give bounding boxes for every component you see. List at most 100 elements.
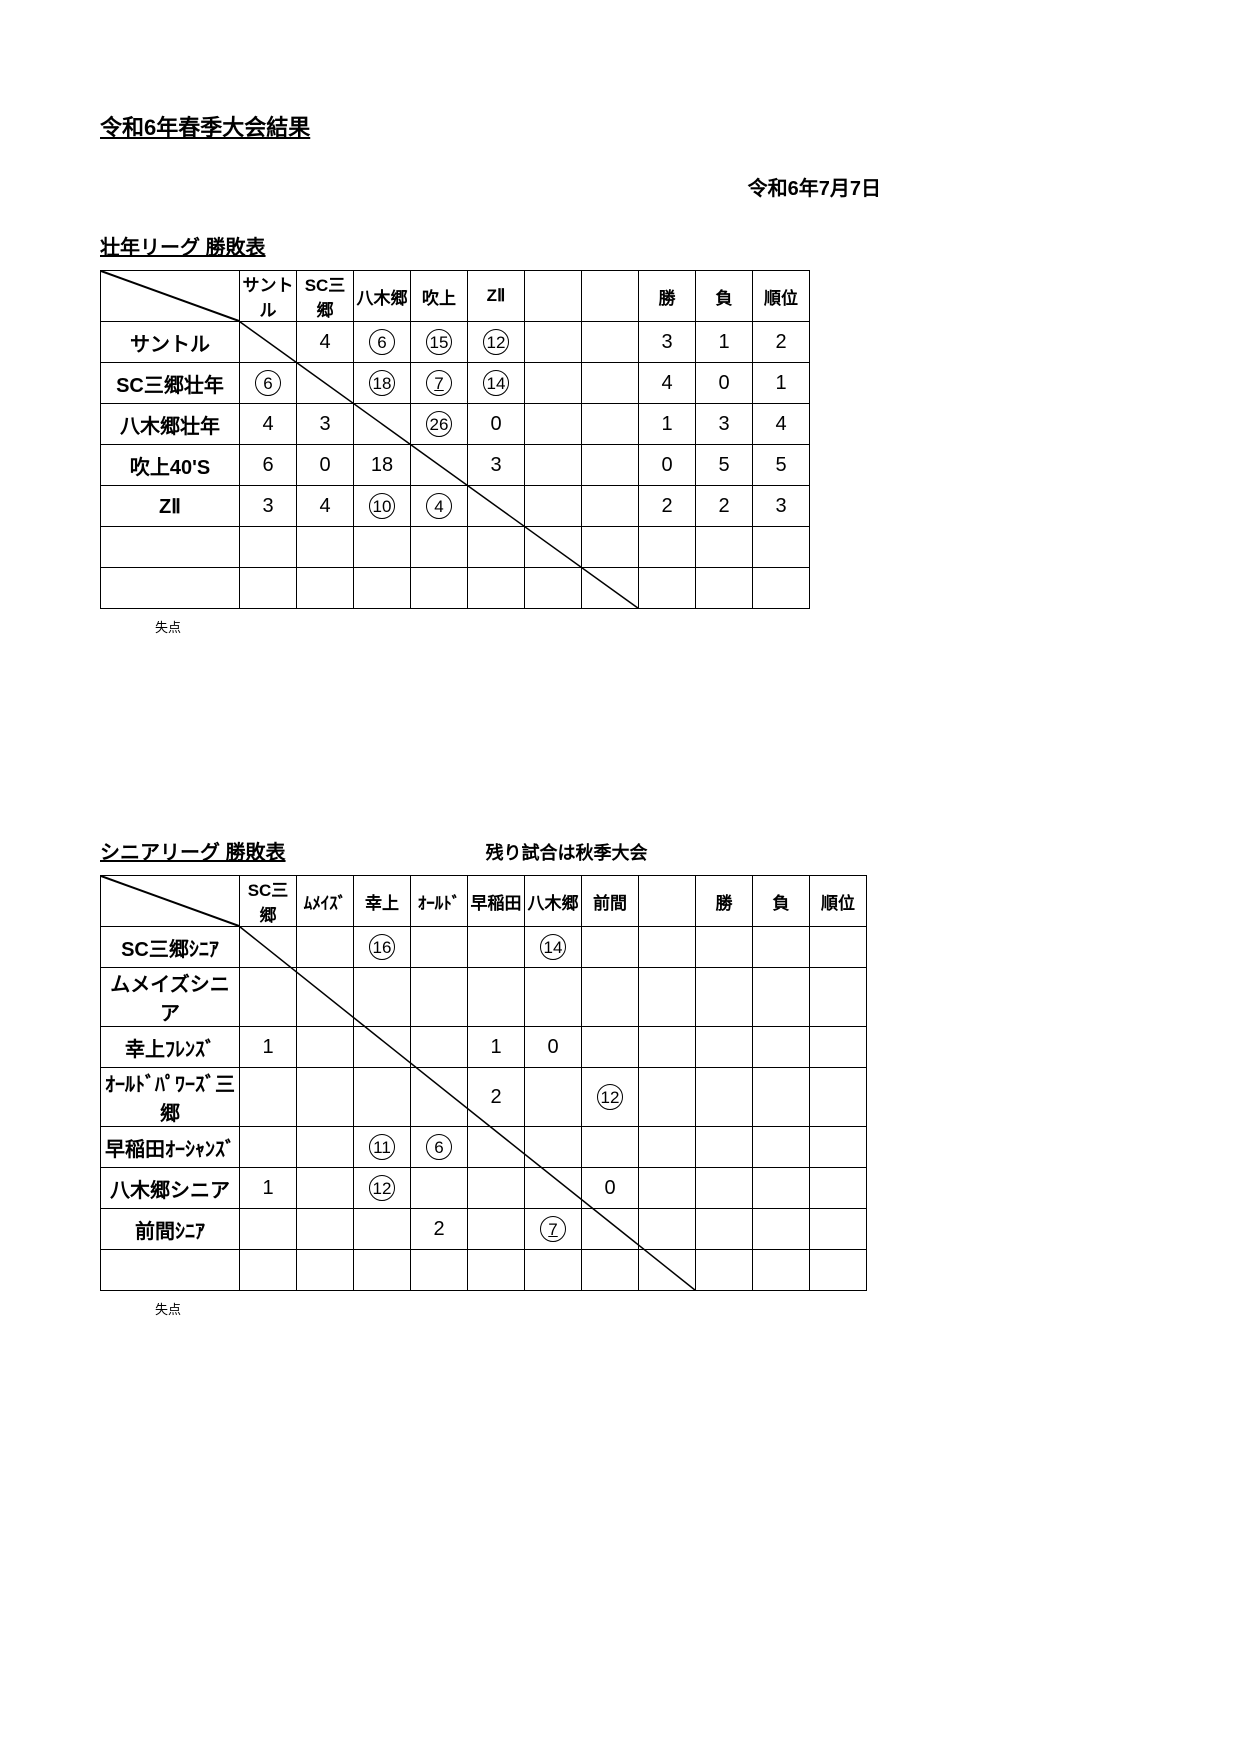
table1-cell-4-0: 3 bbox=[240, 486, 297, 527]
table2-cell-4-0 bbox=[240, 1127, 297, 1168]
table2-stat-4-1 bbox=[753, 1127, 810, 1168]
table2-cell-1-6 bbox=[582, 968, 639, 1027]
table2-stat-7-0 bbox=[696, 1250, 753, 1291]
table2-stathead-2: 順位 bbox=[810, 876, 867, 927]
table1-cell-4-2: 10 bbox=[354, 486, 411, 527]
table1-cell-3-0: 6 bbox=[240, 445, 297, 486]
table2-cell-0-4 bbox=[468, 927, 525, 968]
table2-cell-2-3 bbox=[411, 1027, 468, 1068]
table2-cell-7-4 bbox=[468, 1250, 525, 1291]
table1-corner bbox=[101, 271, 240, 322]
table1-cell-2-3: 26 bbox=[411, 404, 468, 445]
table1-colhead-2: 八木郷 bbox=[354, 271, 411, 322]
table2-stat-6-2 bbox=[810, 1209, 867, 1250]
table2-stat-6-1 bbox=[753, 1209, 810, 1250]
table2-cell-3-7 bbox=[639, 1068, 696, 1127]
table2-cell-4-6 bbox=[582, 1127, 639, 1168]
table1-container: サントルSC三郷八木郷吹上ZⅡ勝負順位サントル461512312SC三郷壮年61… bbox=[100, 270, 1141, 609]
table2-cell-2-0: 1 bbox=[240, 1027, 297, 1068]
table1-cell-4-3: 4 bbox=[411, 486, 468, 527]
table1-cell-6-1 bbox=[297, 568, 354, 609]
table1-cell-3-4: 3 bbox=[468, 445, 525, 486]
table2-stat-3-0 bbox=[696, 1068, 753, 1127]
table1-stat-2-1: 3 bbox=[696, 404, 753, 445]
table2-cell-6-4 bbox=[468, 1209, 525, 1250]
table2-cell-6-3: 2 bbox=[411, 1209, 468, 1250]
table1-cell-0-1: 4 bbox=[297, 322, 354, 363]
table2-stat-3-2 bbox=[810, 1068, 867, 1127]
table2-cell-0-3 bbox=[411, 927, 468, 968]
table2-cell-4-3: 6 bbox=[411, 1127, 468, 1168]
table2-cell-2-5: 0 bbox=[525, 1027, 582, 1068]
table1-stat-3-1: 5 bbox=[696, 445, 753, 486]
table1-cell-1-2: 18 bbox=[354, 363, 411, 404]
table1-stat-4-0: 2 bbox=[639, 486, 696, 527]
table1-stat-1-0: 4 bbox=[639, 363, 696, 404]
table2-rowhead-4: 早稲田ｵｰｼｬﾝｽﾞ bbox=[101, 1127, 240, 1168]
table2-stat-0-0 bbox=[696, 927, 753, 968]
table1-stat-1-1: 0 bbox=[696, 363, 753, 404]
table1-cell-6-3 bbox=[411, 568, 468, 609]
table2-cell-6-2 bbox=[354, 1209, 411, 1250]
table2-cell-1-1 bbox=[297, 968, 354, 1027]
table2-cell-5-6: 0 bbox=[582, 1168, 639, 1209]
table1-stat-0-2: 2 bbox=[753, 322, 810, 363]
table2-cell-1-7 bbox=[639, 968, 696, 1027]
table1-cell-1-1 bbox=[297, 363, 354, 404]
table2-cell-0-6 bbox=[582, 927, 639, 968]
table1-cell-0-2: 6 bbox=[354, 322, 411, 363]
table2-cell-5-7 bbox=[639, 1168, 696, 1209]
table1-cell-4-6 bbox=[582, 486, 639, 527]
table2-cell-3-0 bbox=[240, 1068, 297, 1127]
table2-cell-5-5 bbox=[525, 1168, 582, 1209]
table1-cell-0-3: 15 bbox=[411, 322, 468, 363]
table2-cell-6-5: 7 bbox=[525, 1209, 582, 1250]
table2-cell-7-3 bbox=[411, 1250, 468, 1291]
table1-cell-4-4 bbox=[468, 486, 525, 527]
table1-cell-0-0 bbox=[240, 322, 297, 363]
table1-stat-3-2: 5 bbox=[753, 445, 810, 486]
table1-cell-2-2 bbox=[354, 404, 411, 445]
table2-colhead-4: 早稲田 bbox=[468, 876, 525, 927]
table1-cell-5-3 bbox=[411, 527, 468, 568]
table1-cell-2-1: 3 bbox=[297, 404, 354, 445]
page-date: 令和6年7月7日 bbox=[100, 172, 881, 201]
table1-stathead-1: 負 bbox=[696, 271, 753, 322]
table2-cell-4-4 bbox=[468, 1127, 525, 1168]
table2-cell-5-0: 1 bbox=[240, 1168, 297, 1209]
table1-colhead-6 bbox=[582, 271, 639, 322]
table2-cell-0-1 bbox=[297, 927, 354, 968]
table2-cell-0-5: 14 bbox=[525, 927, 582, 968]
table1-cell-5-5 bbox=[525, 527, 582, 568]
table1-heading: 壮年リーグ 勝敗表 bbox=[100, 231, 1141, 260]
table2-cell-5-4 bbox=[468, 1168, 525, 1209]
table1-rowhead-6 bbox=[101, 568, 240, 609]
table1-cell-5-2 bbox=[354, 527, 411, 568]
table1-rowhead-3: 吹上40'S bbox=[101, 445, 240, 486]
table1-cell-0-4: 12 bbox=[468, 322, 525, 363]
table2-heading: シニアリーグ 勝敗表 bbox=[100, 836, 286, 865]
table1-rowhead-2: 八木郷壮年 bbox=[101, 404, 240, 445]
table1-rowhead-0: サントル bbox=[101, 322, 240, 363]
table1-cell-2-4: 0 bbox=[468, 404, 525, 445]
table1-colhead-5 bbox=[525, 271, 582, 322]
table1-cell-5-0 bbox=[240, 527, 297, 568]
table2-stat-3-1 bbox=[753, 1068, 810, 1127]
table2-stat-7-1 bbox=[753, 1250, 810, 1291]
table2-stat-2-1 bbox=[753, 1027, 810, 1068]
table2-stathead-0: 勝 bbox=[696, 876, 753, 927]
table2-colhead-6: 前間 bbox=[582, 876, 639, 927]
table2-cell-2-7 bbox=[639, 1027, 696, 1068]
table1-cell-3-6 bbox=[582, 445, 639, 486]
table2-cell-0-2: 16 bbox=[354, 927, 411, 968]
table1-cell-5-6 bbox=[582, 527, 639, 568]
table1-cell-6-4 bbox=[468, 568, 525, 609]
table1-cell-1-4: 14 bbox=[468, 363, 525, 404]
table2-stat-7-2 bbox=[810, 1250, 867, 1291]
table2-stat-0-1 bbox=[753, 927, 810, 968]
table1-cell-1-6 bbox=[582, 363, 639, 404]
table2-cell-1-4 bbox=[468, 968, 525, 1027]
table2-cell-7-1 bbox=[297, 1250, 354, 1291]
table2-cell-5-3 bbox=[411, 1168, 468, 1209]
table1-stat-1-2: 1 bbox=[753, 363, 810, 404]
